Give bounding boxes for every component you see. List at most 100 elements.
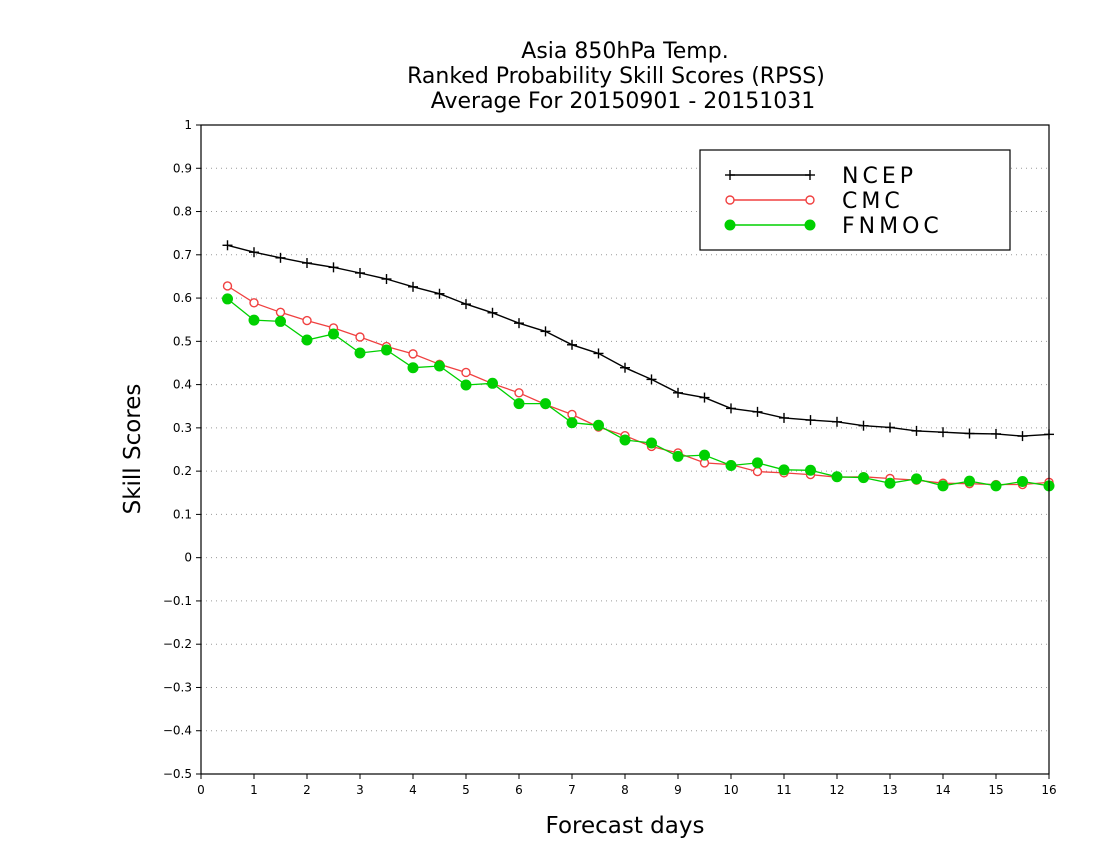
y-tick-label: −0.3 (163, 680, 192, 694)
point-cmc (249, 298, 259, 308)
point-ncep (991, 428, 1001, 439)
point-fnmoc (884, 477, 896, 489)
point-ncep (911, 425, 922, 436)
y-tick-label: 0.2 (173, 464, 192, 478)
point-fnmoc (434, 360, 445, 372)
point-ncep (726, 403, 736, 414)
point-fnmoc (540, 398, 551, 410)
x-tick-label: 5 (462, 783, 470, 797)
point-ncep (434, 288, 445, 299)
x-tick-label: 7 (568, 783, 576, 797)
y-axis-label: Skill Scores (120, 384, 146, 515)
axes: −0.5 −0.4 −0.3 −0.2 −0.1 0 0.1 0.2 0.3 0.4 0.5 0.6 0… (163, 118, 1057, 797)
title-line-3: Average For 20150901 - 20151031 (431, 89, 816, 114)
point-fnmoc (407, 362, 419, 374)
point-fnmoc (593, 419, 604, 431)
y-tick-label: 0 (184, 551, 192, 565)
point-ncep (355, 267, 365, 278)
point-ncep (514, 318, 524, 329)
point-fnmoc (460, 379, 472, 391)
series-fnmoc (222, 293, 1055, 492)
point-ncep (673, 387, 683, 398)
point-ncep (408, 281, 418, 292)
legend-item-cmc: CMC (725, 189, 904, 214)
point-ncep (593, 348, 604, 359)
point-fnmoc (778, 464, 790, 476)
x-tick-label: 13 (882, 783, 897, 797)
x-axis-label: Forecast days (546, 813, 705, 839)
x-tick-label: 1 (250, 783, 258, 797)
legend-item-fnmoc: FNMOC (724, 214, 943, 239)
point-fnmoc (990, 480, 1002, 492)
legend-marker-cmc (805, 195, 815, 205)
point-ncep (487, 307, 498, 318)
series-ncep (222, 240, 1054, 442)
series-layer (222, 240, 1055, 492)
series-line-ncep (227, 244, 1050, 437)
point-fnmoc (487, 377, 498, 389)
point-ncep (938, 427, 948, 438)
point-fnmoc (911, 473, 922, 485)
point-fnmoc (222, 293, 233, 305)
x-tick-label: 4 (409, 783, 417, 797)
legend-marker-fnmoc (804, 219, 816, 231)
point-ncep (620, 362, 630, 373)
point-ncep (646, 374, 657, 385)
chart-title: Asia 850hPa Temp. Ranked Probability Ski… (407, 39, 825, 114)
point-ncep (805, 415, 816, 426)
point-ncep (249, 247, 259, 258)
gridlines (201, 167, 1049, 732)
point-fnmoc (805, 464, 816, 476)
x-tick-label: 12 (829, 783, 844, 797)
point-fnmoc (725, 460, 737, 472)
point-fnmoc (672, 450, 684, 462)
point-ncep (964, 428, 975, 439)
y-tick-label: −0.1 (163, 594, 192, 608)
legend-marker-cmc (725, 195, 735, 205)
point-fnmoc (301, 334, 313, 346)
point-fnmoc (513, 398, 525, 410)
series-cmc (222, 281, 1054, 490)
legend-item-ncep: NCEP (725, 164, 913, 189)
point-ncep (779, 412, 789, 423)
point-fnmoc (328, 328, 339, 340)
y-tick-label: 0.3 (173, 421, 192, 435)
point-fnmoc (699, 449, 710, 461)
x-tick-label: 6 (515, 783, 523, 797)
x-tick-label: 15 (988, 783, 1003, 797)
legend-label-cmc: CMC (842, 189, 904, 214)
point-cmc (275, 307, 286, 318)
x-tick-label: 0 (197, 783, 205, 797)
point-fnmoc (566, 417, 578, 429)
y-tick-label: 0.8 (173, 205, 192, 219)
x-tick-label: 2 (303, 783, 311, 797)
point-fnmoc (354, 347, 366, 359)
point-fnmoc (937, 480, 949, 492)
point-ncep (275, 252, 286, 263)
point-ncep (699, 392, 710, 403)
point-fnmoc (964, 475, 975, 487)
point-cmc (355, 332, 365, 342)
point-cmc (222, 281, 233, 291)
y-tick-label: 0.4 (173, 378, 192, 392)
y-tick-label: 0.9 (173, 161, 192, 175)
point-fnmoc (248, 314, 260, 326)
point-ncep (832, 416, 842, 427)
point-cmc (752, 466, 763, 477)
point-cmc (461, 367, 471, 378)
x-tick-label: 9 (674, 783, 682, 797)
point-cmc (408, 349, 418, 359)
x-tick-label: 3 (356, 783, 364, 797)
point-fnmoc (646, 437, 657, 449)
y-tick-label: −0.4 (163, 724, 192, 738)
y-tick-label: 0.5 (173, 334, 192, 348)
y-tick-label: −0.5 (163, 767, 192, 781)
point-ncep (381, 274, 392, 285)
point-ncep (540, 326, 551, 337)
legend-label-fnmoc: FNMOC (842, 214, 943, 239)
y-tick-label: 1 (184, 118, 192, 132)
title-line-1: Asia 850hPa Temp. (521, 39, 728, 64)
y-tick-label: 0.1 (173, 507, 192, 521)
